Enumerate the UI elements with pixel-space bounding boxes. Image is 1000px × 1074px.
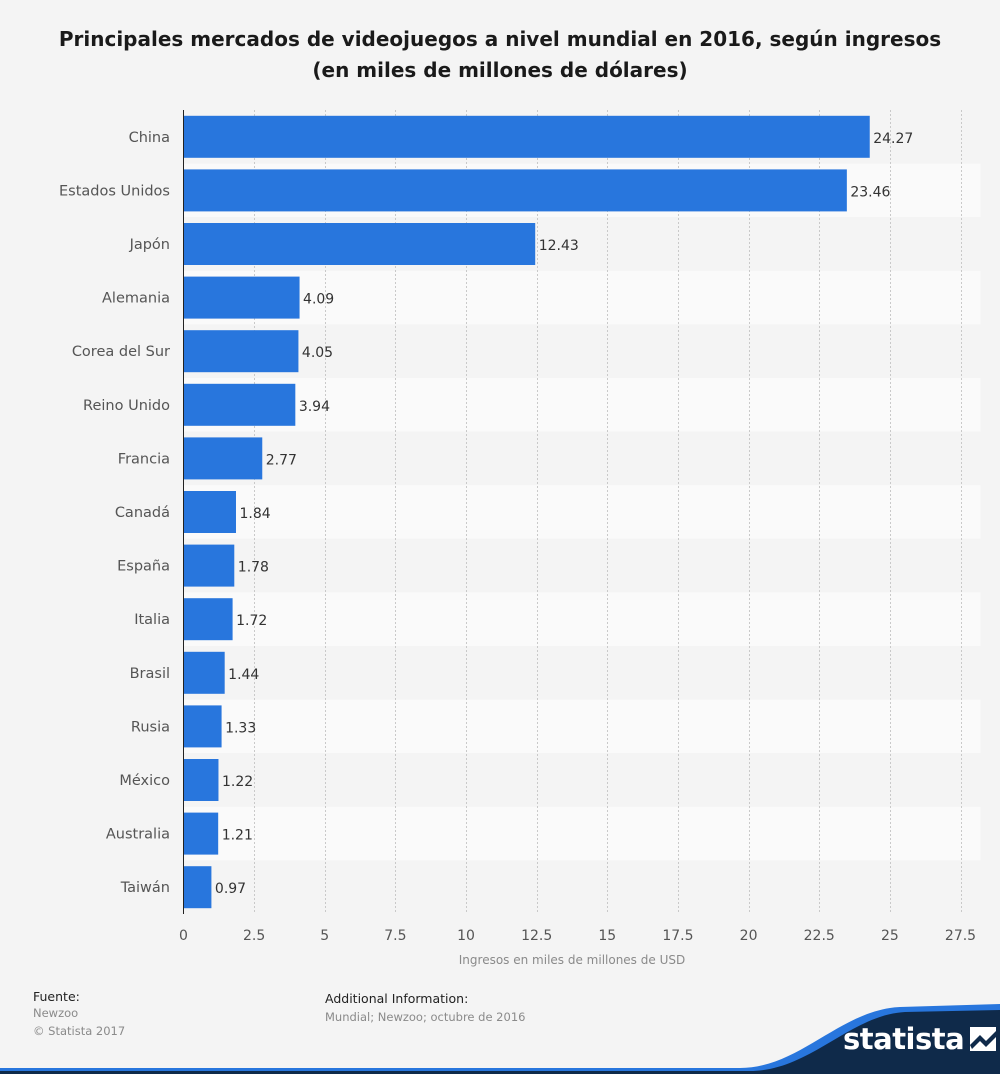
bar[interactable] [184,598,233,641]
row-band [183,324,981,378]
bar[interactable] [184,866,212,909]
value-label: 23.46 [850,184,890,200]
row-band [183,753,981,807]
row-band [183,431,981,486]
category-label: Corea del Sur [72,344,170,360]
value-labels: 24.27 23.46 12.43 4.09 4.05 3.94 2.77 1.84 1.78 1… [215,131,913,897]
value-label: 1.22 [222,774,253,790]
bar[interactable] [184,759,219,801]
additional-info-label: Additional Information: [325,991,469,1006]
value-label: 1.21 [222,828,253,844]
bar[interactable] [184,276,300,319]
source-text: Newzoo © Statista 2017 [33,1004,125,1040]
x-tick-label: 0 [179,928,188,944]
bar[interactable] [184,223,536,265]
statista-logo[interactable]: statista [843,1022,997,1056]
category-labels: China Estados Unidos Japón Alemania Corea de… [59,130,170,896]
category-label: Francia [118,451,170,467]
category-label: Estados Unidos [59,183,170,199]
x-tick-label: 15 [598,928,616,944]
value-label: 12.43 [539,238,579,254]
chart-title: Principales mercados de videojuegos a ni… [58,27,942,82]
row-band [183,806,981,861]
category-label: Brasil [130,666,170,682]
category-label: Canadá [115,505,170,521]
source-line: Newzoo [33,1006,79,1020]
category-label: Taiwán [120,880,170,896]
category-label: Rusia [131,719,170,735]
statista-wordmark: statista [843,1022,965,1056]
source-line: © Statista 2017 [33,1024,126,1038]
category-label: México [119,773,170,789]
category-label: Reino Unido [83,398,170,414]
category-label: Italia [134,612,170,628]
row-band [183,860,981,914]
x-tick-label: 12.5 [521,928,552,944]
x-tick-label: 17.5 [662,928,693,944]
source-label: Fuente: [33,989,80,1004]
value-label: 0.97 [215,881,246,897]
value-label: 1.33 [225,720,256,736]
x-tick-label: 25 [881,928,899,944]
value-label: 1.72 [236,613,267,629]
value-label: 1.44 [228,667,259,683]
category-label: China [129,130,170,146]
value-label: 24.27 [873,131,913,147]
value-label: 2.77 [266,452,297,468]
bars [184,115,870,909]
statista-logo-icon [970,1027,997,1051]
value-label: 4.09 [303,292,334,308]
value-label: 1.84 [239,506,270,522]
row-band [183,592,981,646]
row-band [183,699,981,754]
row-band [183,378,981,432]
bar[interactable] [184,491,236,533]
row-band [183,485,981,539]
category-label: Australia [106,827,170,843]
bar[interactable] [184,544,235,587]
category-label: Alemania [102,291,170,307]
x-tick-label: 5 [320,928,329,944]
bar[interactable] [184,437,263,480]
category-label: Japón [129,237,170,253]
bar[interactable] [184,330,299,373]
category-label: España [117,559,170,575]
x-tick-label: 2.5 [243,928,265,944]
row-band [183,538,981,593]
bar[interactable] [184,705,222,748]
x-tick-label: 22.5 [804,928,835,944]
bar[interactable] [184,115,870,158]
row-band [183,270,981,325]
additional-info-text: Mundial; Newzoo; octubre de 2016 [325,1010,526,1024]
bar[interactable] [184,651,225,694]
x-tick-label: 10 [457,928,475,944]
value-label: 1.78 [238,560,269,576]
bar-chart: China Estados Unidos Japón Alemania Corea de… [59,110,981,967]
x-axis-ticks: 0 2.5 5 7.5 10 12.5 15 17.5 20 22.5 25 27.5 [179,928,976,944]
bar[interactable] [184,169,847,212]
row-band [183,646,981,700]
x-tick-label: 20 [740,928,758,944]
x-tick-label: 7.5 [384,928,406,944]
value-label: 3.94 [299,399,330,415]
value-label: 4.05 [302,345,333,361]
bar[interactable] [184,383,296,426]
bar[interactable] [184,812,219,855]
x-tick-label: 27.5 [945,928,976,944]
x-axis-label: Ingresos en miles de millones de USD [459,953,685,967]
